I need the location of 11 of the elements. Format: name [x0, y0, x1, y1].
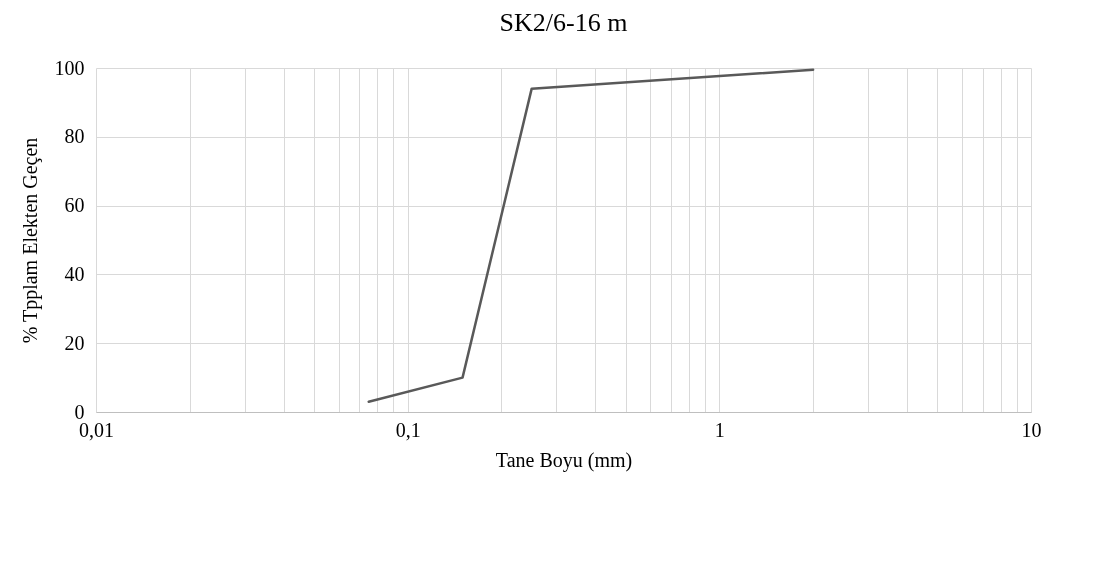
x-axis-title: Tane Boyu (mm)	[495, 448, 633, 472]
y-tick-label: 100	[54, 56, 85, 79]
x-tick-label: 1	[714, 418, 725, 441]
y-tick-label: 80	[64, 125, 85, 148]
y-tick-label: 20	[64, 331, 85, 354]
y-tick-label: 40	[64, 262, 85, 285]
chart-title: SK2/6-16 m	[499, 8, 628, 37]
x-tick-label: 0,1	[395, 418, 421, 441]
y-axis-title: % Tpplam Elekten Geçen	[18, 137, 42, 344]
x-tick-label: 10	[1021, 418, 1042, 441]
y-tick-label: 60	[64, 194, 85, 217]
